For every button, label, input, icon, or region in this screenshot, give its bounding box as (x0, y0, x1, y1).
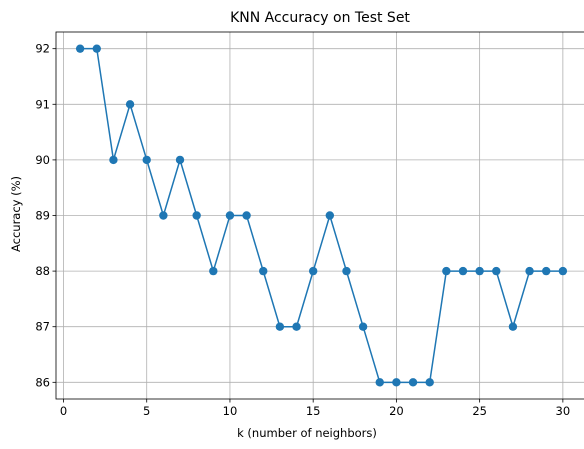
data-point (142, 155, 151, 165)
data-point (75, 44, 85, 53)
data-point (458, 266, 468, 276)
data-point (225, 211, 235, 220)
chart-title: KNN Accuracy on Test Set (230, 10, 410, 26)
data-point (259, 266, 268, 276)
x-axis-ticks: 0 5 10 15 20 25 30 (60, 399, 570, 418)
x-tick-label: 0 (60, 404, 67, 418)
data-point (209, 266, 218, 276)
data-point (92, 44, 101, 53)
x-tick-label: 20 (389, 404, 404, 418)
data-point (492, 266, 501, 276)
x-tick-label: 25 (472, 404, 487, 418)
x-tick-label: 5 (143, 404, 150, 418)
y-tick-label: 92 (35, 42, 50, 56)
data-point (325, 211, 335, 220)
y-axis-label: Accuracy (%) (9, 176, 23, 252)
x-axis-label: k (number of neighbors) (237, 426, 377, 440)
data-point (392, 378, 401, 387)
data-point (292, 322, 301, 331)
series-group (75, 44, 568, 387)
data-point (175, 155, 185, 165)
y-tick-label: 90 (35, 153, 50, 167)
y-tick-label: 89 (35, 209, 50, 223)
y-tick-label: 91 (35, 97, 50, 111)
data-point (159, 211, 168, 220)
data-point (342, 266, 351, 276)
data-point (109, 155, 118, 165)
data-point (242, 211, 251, 220)
y-tick-label: 86 (35, 375, 50, 389)
x-tick-label: 30 (556, 404, 571, 418)
x-tick-label: 10 (223, 404, 238, 418)
data-point (192, 211, 201, 220)
data-point (442, 266, 451, 276)
data-point (375, 378, 384, 387)
data-point (525, 266, 534, 276)
data-point (125, 100, 135, 109)
data-point (308, 266, 318, 276)
data-point (558, 266, 568, 276)
data-point (408, 378, 418, 387)
data-point (425, 378, 434, 387)
y-axis-ticks: 86 87 88 89 90 91 92 (35, 42, 56, 389)
data-point (542, 266, 551, 276)
y-tick-label: 87 (35, 320, 50, 334)
data-point (358, 322, 368, 331)
data-point (275, 322, 285, 331)
data-point (508, 322, 518, 331)
data-point (475, 266, 484, 276)
grid-lines (56, 32, 584, 399)
y-tick-label: 88 (35, 264, 50, 278)
x-tick-label: 15 (306, 404, 321, 418)
